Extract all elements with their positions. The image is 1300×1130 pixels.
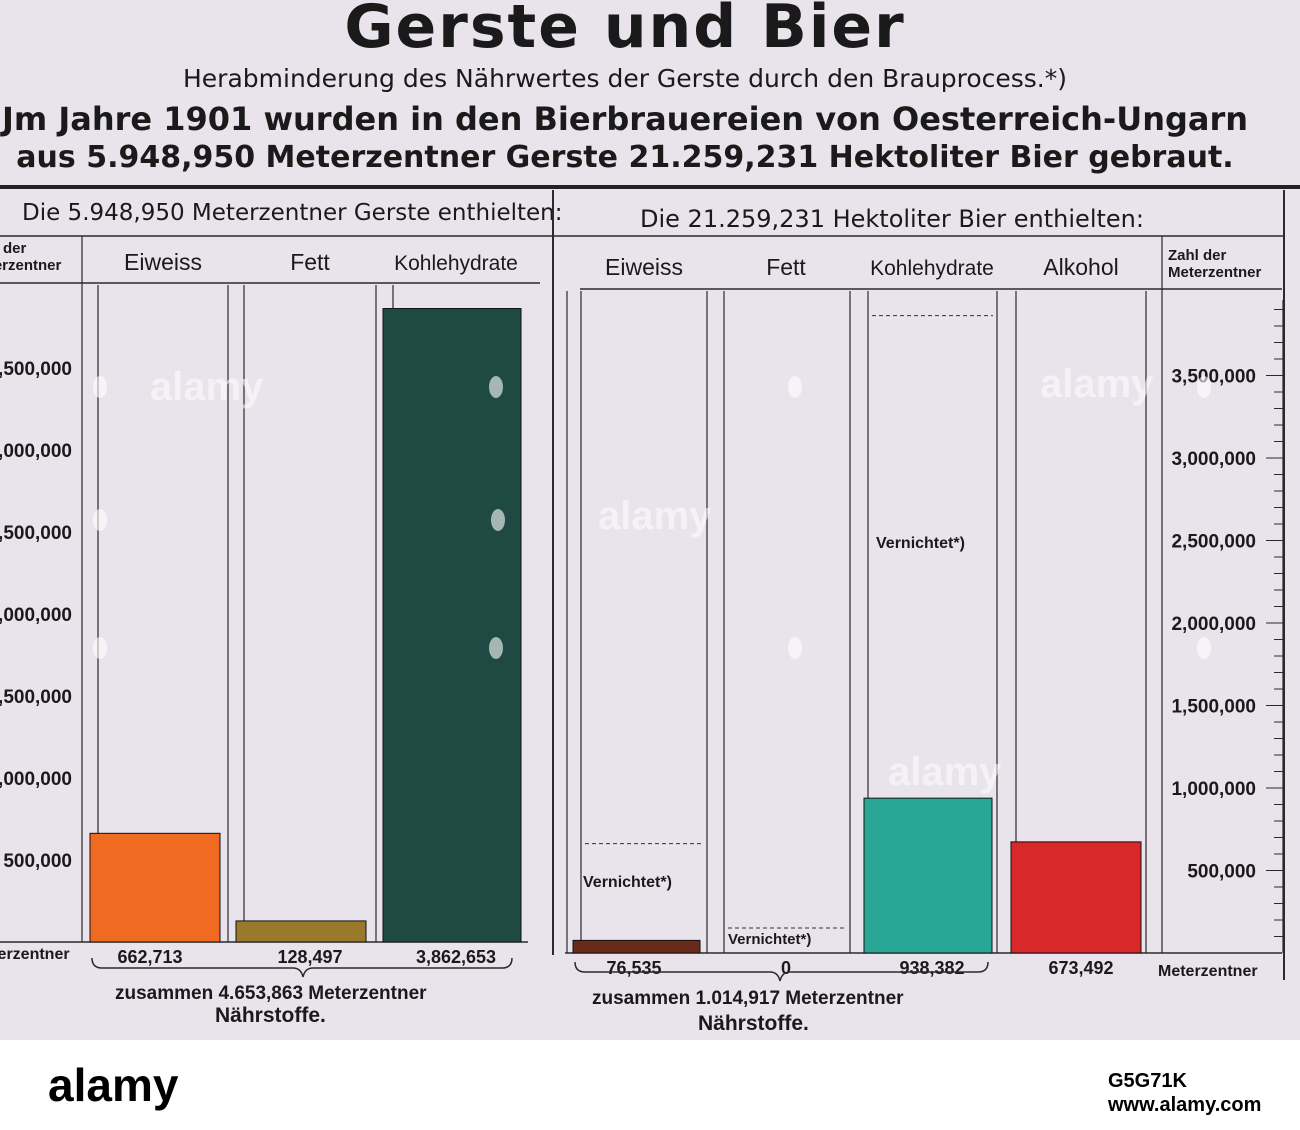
right-col-header-kohlehydrate: Kohlehydrate (870, 257, 994, 280)
bar-alkohol (1010, 841, 1142, 954)
bar-value-label: 938,382 (899, 958, 964, 978)
watermark-icon (489, 376, 503, 398)
bar-kohlehydrate (863, 797, 993, 954)
watermark-icon (788, 637, 802, 659)
watermark: alamy (1040, 362, 1154, 406)
watermark-icon (93, 509, 107, 531)
watermark-icon (788, 376, 802, 398)
watermark-icon (491, 509, 505, 531)
watermark: alamy (598, 494, 712, 538)
right-y-tick-label: 500,000 (1187, 862, 1256, 883)
bar-value-label: 673,492 (1048, 958, 1113, 978)
right-y-tick-label: 1,000,000 (1171, 779, 1256, 800)
left-y-tick-label: 2,000,000 (0, 605, 72, 626)
left-panel-heading: Die 5.948,950 Meterzentner Gerste enthie… (22, 200, 563, 226)
left-y-tick-label: 1,000,000 (0, 769, 72, 790)
footer-image-id: G5G71K (1108, 1070, 1187, 1092)
right-col-header-alkohol: Alkohol (1043, 254, 1118, 280)
left-y-tick-label: 500,000 (3, 851, 72, 872)
watermark-icon (1197, 637, 1211, 659)
bar-value-label: 128,497 (277, 947, 342, 967)
left-col-header-kohlehydrate: Kohlehydrate (394, 252, 518, 275)
chart-canvas: Eiweiss Fett Kohlehydrate 3,500,000 3,000,00… (0, 190, 1285, 982)
watermark-icon (1197, 376, 1211, 398)
total-brace (574, 961, 989, 982)
left-y-tick-label: 1,500,000 (0, 687, 72, 708)
right-y-tick-label: 2,000,000 (1171, 614, 1256, 635)
chart-slide: Gerste und Bier Herabminderung des Nährw… (0, 0, 1300, 1040)
intro-line-1: Jm Jahre 1901 wurden in den Bierbrauerei… (1, 100, 1249, 138)
right-col-header-eiweiss: Eiweiss (605, 254, 683, 280)
left-total-word: Nährstoffe. (215, 1004, 326, 1027)
bar-value-label: 662,713 (117, 947, 182, 967)
footer-url: www.alamy.com (1108, 1094, 1262, 1116)
left-axis-unit: Meterzentner (0, 946, 70, 963)
chart-title: Gerste und Bier (344, 0, 906, 62)
total-brace (91, 957, 513, 978)
footer-logo: alamy (48, 1059, 179, 1111)
watermark-icon (93, 376, 107, 398)
bar-kohlehydrate (382, 308, 522, 943)
watermark: alamy (888, 750, 1002, 794)
chart-subtitle: Herabminderung des Nährwertes der Gerste… (183, 64, 1067, 93)
left-y-tick-label: 3,000,000 (0, 441, 72, 462)
vernichtet-kohlehydrate: Vernichtet*) (876, 535, 965, 552)
watermark: alamy (150, 365, 264, 409)
bar-fett (235, 920, 367, 943)
right-total-word: Nährstoffe. (698, 1012, 809, 1035)
left-y-tick-label: 2,500,000 (0, 523, 72, 544)
left-col-header-fett: Fett (290, 249, 330, 275)
right-axis-unit: Meterzentner (1158, 963, 1258, 980)
watermark-icon (93, 637, 107, 659)
left-y-tick-label: 3,500,000 (0, 359, 72, 380)
left-total-line: zusammen 4.653,863 Meterzentner (115, 983, 427, 1004)
right-total-line: zusammen 1.014,917 Meterzentner (592, 988, 904, 1009)
bar-value-label: 3,862,653 (416, 947, 496, 967)
bar-value-label: 0 (781, 958, 791, 978)
left-col-header-eiweiss: Eiweiss (124, 249, 202, 275)
right-axis-title: Zahl der Meterzentner (1168, 247, 1262, 281)
right-y-tick-label: 2,500,000 (1171, 532, 1256, 553)
watermark-icon (489, 637, 503, 659)
bar-eiweiss (572, 939, 701, 954)
right-col-header-fett: Fett (766, 254, 806, 280)
right-y-tick-label: 3,000,000 (1171, 449, 1256, 470)
vernichtet-fett: Vernichtet*) (728, 931, 812, 948)
right-y-tick-label: 1,500,000 (1171, 697, 1256, 718)
right-panel-heading: Die 21.259,231 Hektoliter Bier enthielte… (640, 205, 1144, 233)
vernichtet-eiweiss: Vernichtet*) (583, 874, 672, 891)
header-separator (0, 185, 1300, 189)
bar-value-label: 76,535 (606, 958, 661, 978)
intro-line-2: aus 5.948,950 Meterzentner Gerste 21.259… (16, 140, 1234, 175)
bar-eiweiss (89, 832, 221, 943)
right-y-tick-label: 3,500,000 (1171, 367, 1256, 388)
